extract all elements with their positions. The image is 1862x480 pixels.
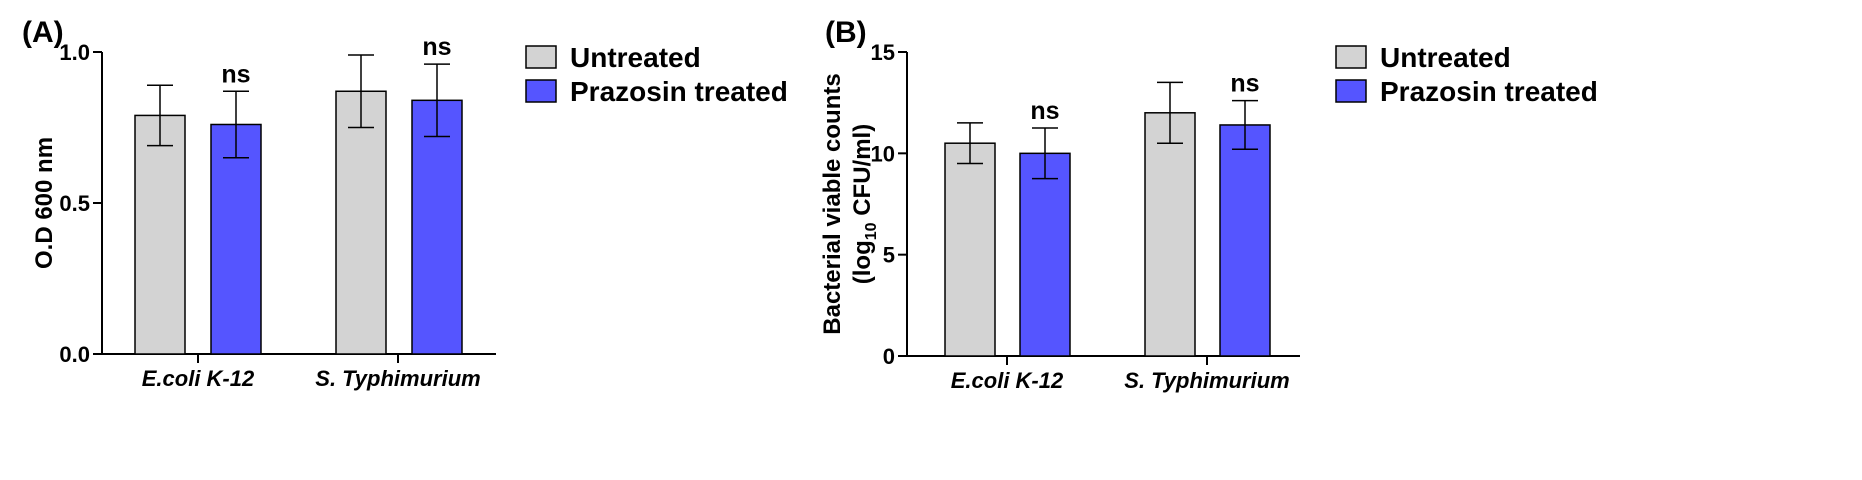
panel-a-ns-annotation: ns [221, 60, 250, 88]
panel-b-y-tick-label: 15 [871, 40, 895, 65]
panel-b-y-tick-label: 5 [883, 243, 895, 268]
panel-b-y-axis-subtitle: (log10 CFU/ml) [849, 124, 880, 284]
panel-a-legend-label: Prazosin treated [570, 76, 788, 107]
panel-a-bar [411, 99, 463, 355]
panel-b-ns-annotation: ns [1030, 97, 1059, 125]
panel-a-ns-annotation: ns [422, 33, 451, 61]
panel-a-legend-label: Untreated [570, 42, 701, 73]
panel-a-legend-swatch [525, 45, 557, 69]
panel-b-x-tick-label: E.coli K-12 [951, 368, 1064, 393]
panel-b-y-tick-label: 10 [871, 141, 895, 166]
panel-b-legend-swatch [1335, 45, 1367, 69]
panel-a-x-tick-label: S. Typhimurium [315, 366, 480, 391]
panel-b-legend-label: Prazosin treated [1380, 76, 1598, 107]
panel-a-y-tick-label: 0.0 [59, 342, 90, 367]
panel-b-bar [1144, 112, 1196, 357]
panel-a-y-tick-label: 1.0 [59, 40, 90, 65]
panel-a-y-axis-title: O.D 600 nm [31, 137, 58, 269]
panel-a-x-tick-label: E.coli K-12 [142, 366, 255, 391]
panel-a-y-tick-label: 0.5 [59, 191, 90, 216]
panel-b-x-tick-label: S. Typhimurium [1124, 368, 1289, 393]
panel-b-label: (B) [825, 16, 867, 49]
panel-b-y-axis-title: Bacterial viable counts [819, 73, 846, 334]
panel-b-bar [1019, 152, 1071, 357]
panel-a-legend-swatch [525, 79, 557, 103]
panel-a-bar [335, 90, 387, 355]
panel-a-bar [134, 114, 186, 355]
panel-b-legend-label: Untreated [1380, 42, 1511, 73]
panel-b: (B) Bacterial viable counts (log10 CFU/ml)… [819, 16, 1598, 393]
panel-b-y-tick-label: 0 [883, 344, 895, 369]
panel-a-bar [210, 123, 262, 355]
panel-b-bar [944, 142, 996, 357]
panel-a-label: (A) [22, 16, 64, 49]
panel-b-legend-swatch [1335, 79, 1367, 103]
panel-b-bar [1219, 124, 1271, 357]
panel-b-ns-annotation: ns [1230, 70, 1259, 98]
panel-a: (A) O.D 600 nm 0.0 0.5 1.0 E.coli K-12 S. Typh… [22, 16, 788, 391]
